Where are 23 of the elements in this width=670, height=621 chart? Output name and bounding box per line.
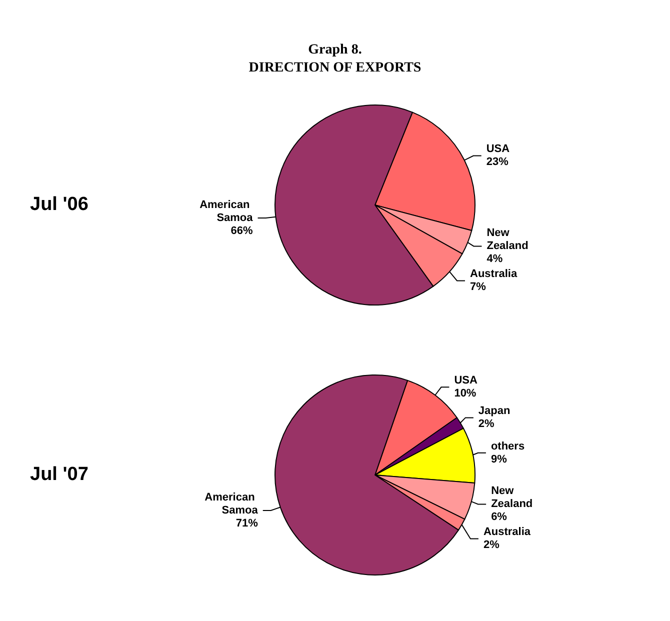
data-label: 7% — [470, 281, 486, 294]
slice-label: others — [490, 440, 525, 452]
chart-title: Graph 8. DIRECTION OF EXPORTS — [248, 42, 422, 76]
data-label: 2% — [483, 539, 500, 552]
slice-label: American Samoa — [200, 199, 254, 224]
data-label: 9% — [490, 453, 508, 466]
data-label: 66% — [230, 225, 253, 238]
slice-label: USA — [486, 143, 510, 156]
slice-label: New Zealand — [491, 485, 533, 510]
slice-label: Australia — [470, 268, 518, 280]
data-label: 71% — [236, 517, 258, 530]
text: Jul '07 — [30, 464, 88, 485]
data-label: 4% — [486, 253, 503, 266]
slice-label: Japan — [478, 405, 511, 418]
data-label: 10% — [454, 388, 476, 400]
slice-label: USA — [454, 374, 478, 387]
slice-label: New Zealand — [486, 227, 528, 252]
slice-label: American Samoa — [204, 491, 259, 516]
data-label: 23% — [486, 156, 509, 168]
slice-label: Australia — [483, 526, 532, 538]
data-label: 2% — [478, 418, 495, 430]
text: Jul '06 — [30, 194, 88, 215]
data-label: 6% — [491, 511, 508, 524]
